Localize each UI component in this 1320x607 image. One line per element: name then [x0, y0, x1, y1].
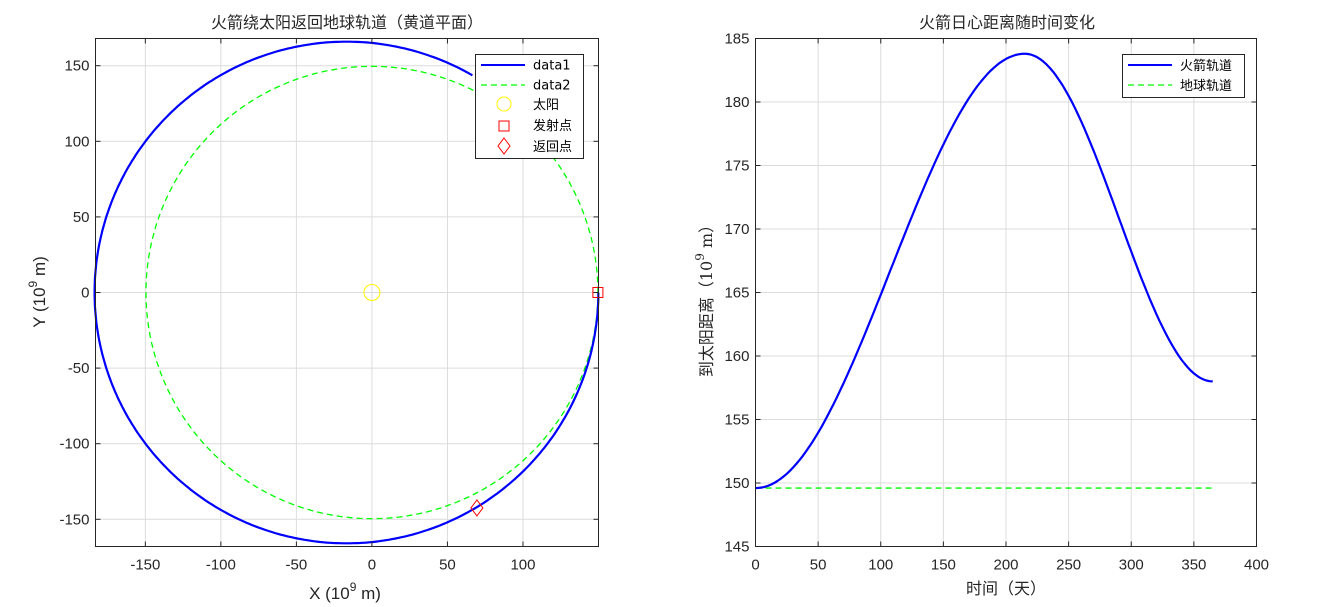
distance-legend: 火箭轨道 地球轨道: [1122, 54, 1245, 98]
orbit-x-tick-label: 100: [510, 557, 535, 574]
distance-x-tick-label: 200: [993, 557, 1018, 574]
distance-x-tick-label: 300: [1119, 557, 1144, 574]
orbit-y-tick-label: -100: [59, 436, 89, 453]
distance-y-tick-label: 185: [724, 31, 749, 48]
rocket-distance-line: [755, 52, 1213, 490]
legend-swatch-sun: [496, 96, 512, 112]
orbit-x-tick-label: 0: [368, 557, 376, 574]
distance-y-tick-label: 165: [724, 285, 749, 302]
distance-title: 火箭日心距离随时间变化: [919, 13, 1095, 32]
distance-y-tick-label: 160: [724, 348, 749, 365]
orbit-grid: [95, 38, 599, 547]
orbit-x-label: X (109 m): [309, 580, 381, 603]
return-point-marker: [470, 499, 484, 517]
sun-marker: [363, 284, 381, 301]
orbit-x-tick-label: -150: [130, 557, 160, 574]
orbit-series: [93, 40, 600, 545]
distance-series: [755, 52, 1213, 490]
distance-x-tick-label: 400: [1244, 557, 1269, 574]
legend-label-launch: 发射点: [533, 118, 572, 134]
rocket-orbit-line: [93, 40, 600, 545]
distance-y-label: 到太阳距离（109 m）: [693, 217, 716, 377]
orbit-ticks: -150 -100 -50 0 50 100 -150 -100 -50 0 50 100 150: [59, 38, 599, 574]
orbit-markers: [363, 284, 604, 517]
legend-label-return: 返回点: [533, 140, 572, 155]
legend-label-data1: data1: [533, 59, 571, 74]
orbit-title: 火箭绕太阳返回地球轨道（黄道平面）: [211, 13, 483, 32]
distance-ticks: 0 50 100 150 200 250 300 350 400 145 150 155 160 165 1…: [724, 31, 1269, 574]
legend-label-earth: 地球轨道: [1180, 79, 1232, 94]
distance-y-tick-label: 145: [724, 539, 749, 556]
distance-y-tick-label: 150: [724, 475, 749, 492]
legend-label-sun: 太阳: [533, 98, 559, 113]
distance-x-tick-label: 0: [751, 557, 759, 574]
orbit-x-tick-label: -100: [206, 557, 236, 574]
legend-swatch-launch: [498, 120, 510, 132]
legend-label-rocket: 火箭轨道: [1180, 58, 1232, 74]
distance-y-tick-label: 170: [724, 221, 749, 238]
distance-x-tick-label: 250: [1056, 557, 1081, 574]
distance-y-tick-label: 180: [724, 94, 749, 111]
orbit-y-tick-label: -150: [59, 511, 89, 528]
distance-y-tick-label: 175: [724, 158, 749, 175]
orbit-y-tick-label: 100: [64, 133, 89, 150]
orbit-y-tick-label: 150: [64, 58, 89, 75]
orbit-x-tick-label: -50: [286, 557, 308, 574]
orbit-legend: data1 data2 太阳 发射点 返回点: [475, 54, 584, 159]
orbit-chart: -150 -100 -50 0 50 100 -150 -100 -50 0 50 100 150 火箭…: [26, 13, 604, 603]
orbit-y-tick-label: -50: [68, 360, 90, 377]
distance-x-tick-label: 100: [868, 557, 893, 574]
orbit-y-tick-label: 50: [73, 209, 90, 226]
distance-x-tick-label: 50: [810, 557, 827, 574]
legend-swatch-return: [497, 137, 511, 155]
earth-orbit-line: [145, 65, 599, 520]
launch-point-marker: [592, 287, 604, 298]
orbit-legend-box: [475, 54, 584, 159]
distance-legend-box: [1122, 54, 1245, 98]
distance-chart: 0 50 100 150 200 250 300 350 400 145 150 155 160 165 1…: [693, 13, 1269, 598]
legend-label-data2: data2: [533, 79, 571, 94]
distance-y-tick-label: 155: [724, 412, 749, 429]
orbit-x-tick-label: 50: [439, 557, 456, 574]
distance-x-tick-label: 150: [931, 557, 956, 574]
distance-x-label: 时间（天）: [966, 579, 1046, 598]
orbit-y-label: Y (109 m): [26, 256, 49, 328]
distance-x-tick-label: 350: [1181, 557, 1206, 574]
orbit-y-tick-label: 0: [81, 285, 89, 302]
